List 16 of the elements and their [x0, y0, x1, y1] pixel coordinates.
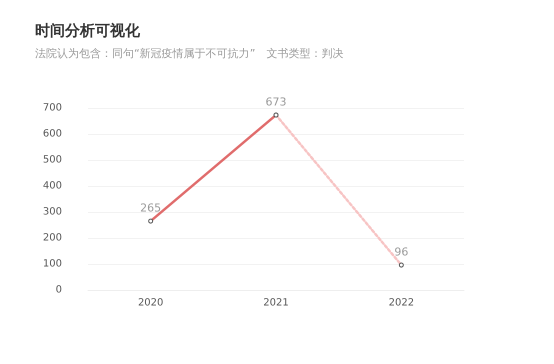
y-tick-label: 500: [42, 154, 62, 166]
chart-title: 时间分析可视化: [35, 22, 141, 40]
y-tick-label: 200: [42, 232, 62, 244]
x-tick-label: 2022: [388, 298, 414, 308]
x-tick-label: 2021: [263, 298, 289, 308]
data-label: 96: [394, 246, 408, 259]
y-tick-label: 700: [42, 102, 62, 114]
y-tick-label: 0: [56, 284, 62, 296]
x-tick-label: 2020: [138, 298, 164, 308]
data-label: 265: [140, 202, 162, 215]
y-tick-label: 600: [42, 128, 62, 140]
y-tick-label: 400: [42, 180, 62, 192]
chart-subtitle: 法院认为包含：同句“新冠疫情属于不可抗力” 文书类型：判决: [35, 47, 344, 60]
y-tick-label: 100: [42, 258, 62, 270]
y-tick-label: 300: [42, 206, 62, 218]
data-label: 673: [266, 96, 286, 109]
